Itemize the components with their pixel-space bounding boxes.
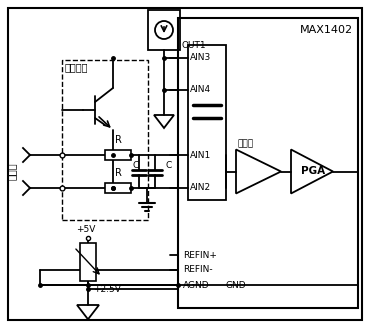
- Text: AIN2: AIN2: [190, 183, 211, 193]
- Text: C: C: [165, 160, 171, 170]
- Text: R: R: [114, 135, 121, 145]
- Text: AGND: AGND: [183, 280, 210, 290]
- Text: AIN3: AIN3: [190, 53, 211, 63]
- Text: +5V: +5V: [76, 226, 96, 235]
- Bar: [62, 60, 148, 220]
- Bar: [105, 183, 131, 193]
- Text: PGA: PGA: [301, 167, 325, 176]
- Text: AIN4: AIN4: [190, 86, 211, 94]
- Text: 缓冲器: 缓冲器: [238, 139, 254, 148]
- Text: GND: GND: [226, 280, 247, 290]
- Text: R: R: [114, 168, 121, 178]
- Bar: [80, 243, 96, 281]
- Text: REFIN-: REFIN-: [183, 265, 213, 275]
- Text: 热电偶: 热电偶: [7, 163, 17, 180]
- Bar: [178, 18, 358, 308]
- Bar: [105, 150, 131, 160]
- Text: OUT1: OUT1: [182, 40, 206, 50]
- Text: MAX1402: MAX1402: [300, 25, 353, 35]
- Text: AIN1: AIN1: [190, 151, 211, 159]
- Bar: [148, 10, 180, 50]
- Text: 连接模块: 连接模块: [65, 62, 88, 72]
- Text: C: C: [133, 160, 139, 170]
- Bar: [188, 45, 226, 200]
- Text: +2.5V: +2.5V: [93, 284, 121, 294]
- Text: REFIN+: REFIN+: [183, 251, 217, 259]
